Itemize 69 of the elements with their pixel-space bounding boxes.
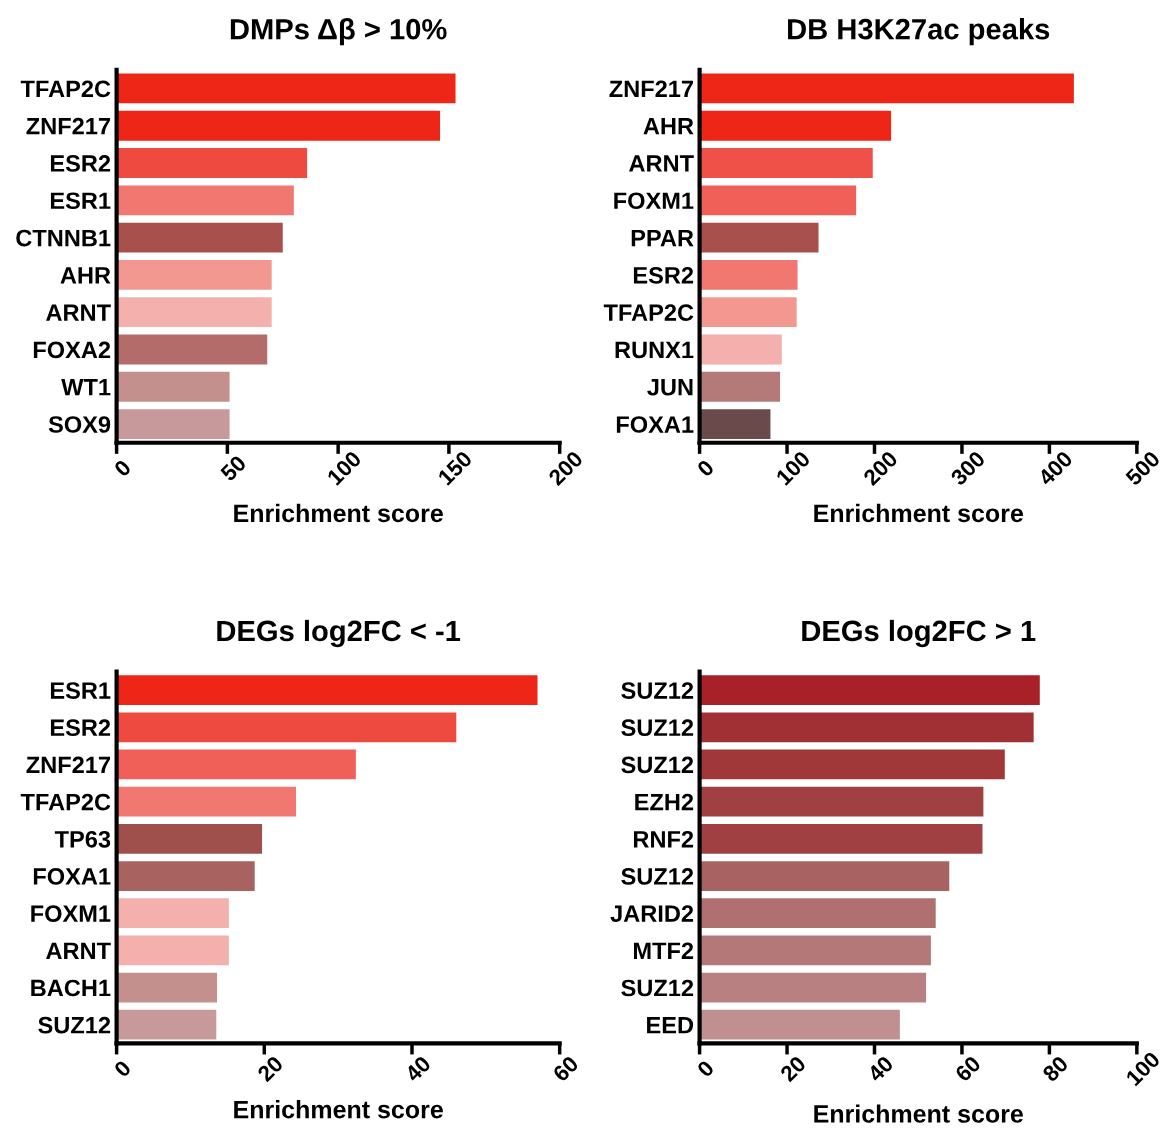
y-tick-label: JARID2 [610, 905, 694, 922]
y-tick-label: FOXA2 [33, 341, 111, 359]
chart-title: DEGs log2FC < -1 [217, 619, 461, 648]
y-tick-label: RUNX1 [615, 341, 694, 359]
x-axis-title: Enrichment score [234, 1100, 443, 1119]
x-tick-label: 400 [1036, 450, 1074, 487]
y-tick-label: SUZ12 [621, 719, 694, 737]
x-axis-title: Enrichment score [814, 503, 1023, 523]
y-tick-label: AHR [643, 118, 694, 135]
y-tick-label: ARNT [46, 942, 111, 959]
x-tick-label: 20 [779, 1055, 807, 1083]
x-tick-label: 500 [1124, 450, 1161, 487]
y-tick-label: WT1 [61, 379, 111, 396]
y-tick-label: ZNF217 [26, 117, 111, 135]
x-tick-label: 100 [1125, 1050, 1161, 1087]
y-tick-label: JUN [647, 379, 693, 396]
x-tick-label: 0 [113, 458, 132, 478]
x-tick-label: 40 [403, 1055, 432, 1083]
x-tick-label: 0 [113, 1059, 132, 1079]
y-tick-label: ARNT [629, 155, 694, 172]
x-tick-label: 300 [949, 450, 986, 487]
y-tick-label: SUZ12 [38, 1016, 111, 1034]
y-tick-label: TP63 [54, 830, 111, 848]
y-tick-label: AHR [60, 267, 111, 284]
x-tick-label: 100 [326, 450, 363, 486]
chart-title: DMPs Δβ > 10% [230, 18, 447, 46]
y-tick-label: SOX9 [48, 416, 111, 433]
x-tick-label: 200 [547, 450, 584, 487]
y-tick-label: FOXA1 [33, 868, 111, 885]
y-tick-label: SUZ12 [621, 756, 694, 774]
x-tick-label: 20 [256, 1055, 284, 1083]
y-tick-label: PPAR [631, 229, 694, 247]
y-tick-label: TFAP2C [603, 304, 694, 321]
x-tick-label: 80 [1041, 1055, 1070, 1083]
x-tick-label: 0 [696, 1059, 715, 1079]
x-tick-label: 150 [437, 450, 473, 486]
y-tick-label: SUZ12 [621, 979, 694, 997]
x-axis-title: Enrichment score [814, 1104, 1023, 1123]
chart-title: DB H3K27ac peaks [788, 18, 1050, 46]
y-tick-label: ESR1 [50, 682, 111, 699]
y-tick-label: BACH1 [31, 979, 111, 997]
y-tick-label: FOXA1 [616, 416, 694, 433]
y-tick-label: ARNT [46, 304, 111, 321]
y-tick-label: CTNNB1 [16, 229, 111, 247]
y-tick-label: ESR1 [50, 192, 111, 210]
x-tick-label: 100 [775, 450, 812, 486]
chart-title: DEGs log2FC > 1 [802, 619, 1036, 648]
y-tick-label: ESR2 [633, 266, 694, 284]
y-tick-label: MTF2 [633, 942, 694, 959]
y-tick-label: EZH2 [635, 793, 694, 811]
x-tick-label: 40 [866, 1055, 895, 1083]
x-tick-label: 60 [551, 1055, 580, 1083]
y-tick-label: FOXM1 [31, 905, 111, 922]
y-tick-label: ESR2 [50, 719, 111, 737]
y-tick-label: EED [647, 1017, 694, 1034]
y-tick-label: ESR2 [50, 155, 111, 172]
x-tick-label: 60 [954, 1055, 982, 1083]
y-tick-label: ZNF217 [26, 756, 111, 774]
x-axis-title: Enrichment score [234, 503, 443, 523]
y-tick-label: TFAP2C [20, 80, 111, 98]
y-tick-label: FOXM1 [614, 192, 694, 210]
y-tick-label: TFAP2C [20, 793, 111, 811]
x-tick-label: 200 [862, 450, 899, 487]
y-tick-label: ZNF217 [609, 80, 694, 97]
x-tick-label: 0 [696, 458, 715, 478]
x-tick-label: 50 [219, 454, 248, 482]
y-tick-label: SUZ12 [621, 682, 694, 699]
y-tick-label: RNF2 [633, 830, 694, 848]
y-tick-label: SUZ12 [621, 868, 694, 885]
